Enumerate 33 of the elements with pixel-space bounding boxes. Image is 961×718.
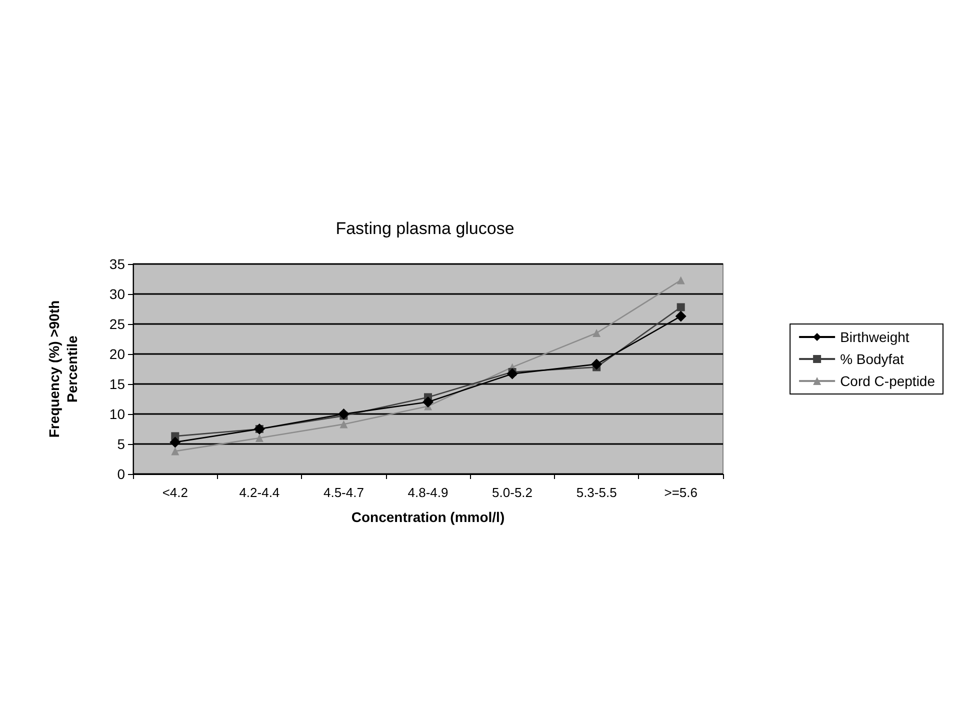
point	[338, 408, 350, 420]
legend-label: Birthweight	[840, 329, 910, 345]
point	[675, 310, 686, 322]
x-tick-label: 4.2-4.4	[239, 485, 280, 500]
x-tick-label: <4.2	[162, 485, 188, 500]
point	[506, 368, 518, 380]
y-tick-label: 30	[109, 286, 126, 302]
point	[592, 329, 601, 337]
point	[422, 396, 434, 408]
x-tick-label: 5.3-5.5	[576, 485, 617, 500]
y-tick-label: 35	[109, 256, 126, 272]
point	[676, 276, 685, 284]
point	[255, 434, 264, 442]
point	[171, 447, 180, 456]
x-tick-label: 5.0-5.2	[492, 485, 533, 500]
x-tick-label: 4.5-4.7	[323, 485, 364, 500]
point	[340, 420, 348, 428]
y-tick-label: 25	[109, 316, 126, 332]
y-axis-title: Frequency (%) >90th Percentile	[46, 300, 80, 438]
x-tick-label: 4.8-4.9	[408, 485, 448, 500]
point	[591, 358, 602, 370]
x-axis-title: Concentration (mmol/l)	[351, 509, 505, 525]
legend-label: Cord C-peptide	[840, 373, 936, 389]
y-tick-label: 10	[109, 406, 126, 422]
legend-label: % Bodyfat	[840, 351, 904, 367]
x-tick-label: >=5.6	[664, 485, 698, 500]
point	[170, 436, 181, 448]
y-tick-label: 0	[117, 466, 126, 482]
y-tick-label: 15	[109, 376, 126, 392]
chart-title: Fasting plasma glucose	[336, 219, 514, 238]
y-tick-label: 5	[117, 436, 126, 452]
y-tick-label: 20	[109, 346, 126, 362]
point	[676, 303, 685, 312]
